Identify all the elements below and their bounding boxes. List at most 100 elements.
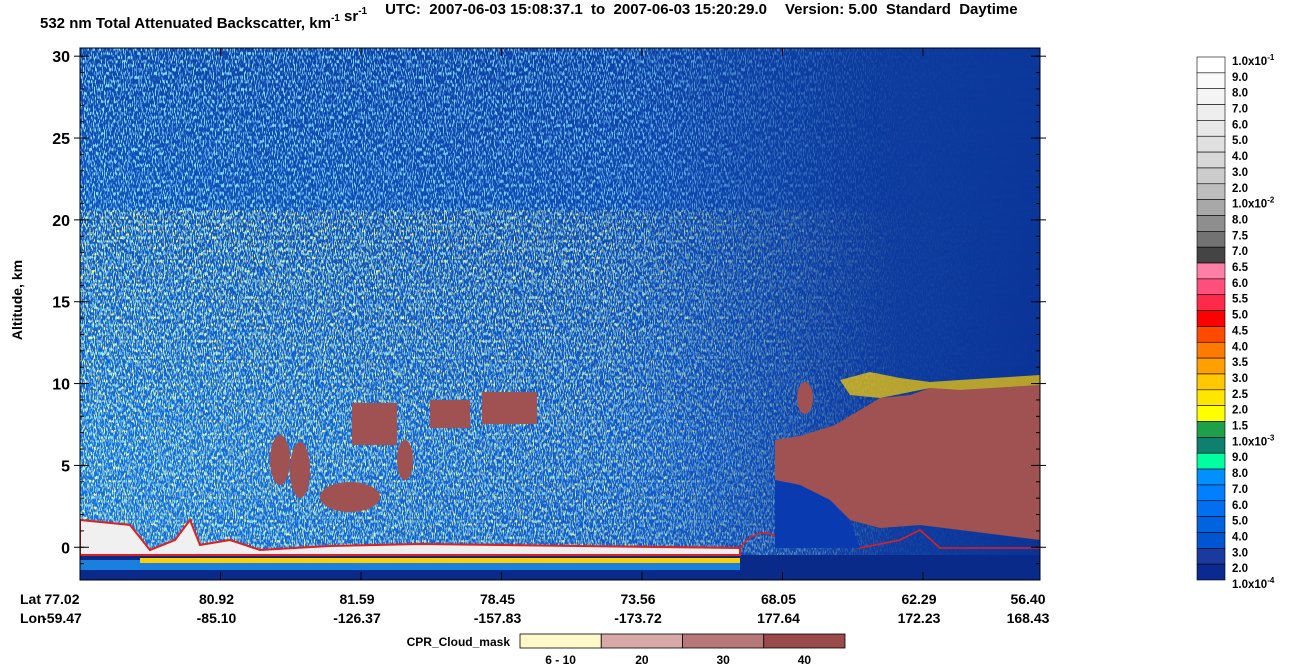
colorbar-label: 3.0: [1232, 547, 1248, 559]
colorbar-swatch: [1196, 88, 1226, 105]
lon-label: -59.47: [42, 610, 82, 626]
colorbar-label-text: 4.5: [1232, 325, 1249, 337]
colorbar-label: 2.0: [1232, 183, 1248, 195]
colorbar-label-text: 5.0: [1232, 135, 1248, 147]
colorbar-label: 6.0: [1232, 119, 1248, 131]
colorbar-label: 2.5: [1232, 389, 1249, 401]
colorbar-label-exp: -4: [1267, 576, 1275, 585]
colorbar-swatch: [1196, 120, 1226, 137]
y-tick-label: 0: [61, 540, 70, 557]
colorbar-label-text: 6.0: [1232, 500, 1248, 512]
colorbar-swatch: [1196, 56, 1226, 74]
colorbar-label: 5.0: [1232, 310, 1248, 322]
colorbar-label-text: 1.5: [1232, 421, 1249, 433]
cpr-legend-swatch: [763, 633, 846, 649]
colorbar-label: 4.0: [1232, 341, 1248, 353]
colorbar-swatch: [1196, 199, 1226, 216]
colorbar-label-text: 8.0: [1232, 214, 1248, 226]
colorbar-label-text: 9.0: [1232, 72, 1248, 84]
x-row-label: Lon: [20, 610, 46, 626]
colorbar-swatch: [1196, 437, 1226, 454]
y-tick-label: 20: [52, 213, 70, 230]
colorbar-label: 5.5: [1232, 294, 1249, 306]
colorbar-swatch: [1196, 532, 1226, 549]
colorbar-swatch: [1196, 262, 1226, 280]
colorbar-label-text: 7.5: [1232, 230, 1249, 242]
colorbar-label-text: 4.0: [1232, 151, 1248, 163]
colorbar-label-text: 4.0: [1232, 341, 1248, 353]
colorbar-label-text: 7.0: [1232, 104, 1248, 116]
lon-label: -157.83: [474, 610, 522, 626]
x-row-label: Lat: [20, 591, 41, 607]
y-tick-label: 15: [52, 295, 70, 312]
y-tick-label: 25: [52, 131, 70, 148]
colorbar-label-text: 2.0: [1232, 563, 1248, 575]
title-superscript: -1: [331, 13, 340, 24]
colorbar-label: 3.0: [1232, 167, 1248, 179]
colorbar-label-text: 2.0: [1232, 183, 1248, 195]
colorbar-label: 4.0: [1232, 531, 1248, 543]
cpr-legend-label: 20: [635, 653, 649, 667]
colorbar-label: 7.0: [1232, 104, 1248, 116]
lat-label: 78.45: [480, 591, 515, 607]
lat-label: 62.29: [901, 591, 936, 607]
colorbar-label-text: 8.0: [1232, 88, 1248, 100]
colorbar-swatch: [1196, 563, 1226, 581]
chart-title: 532 nm Total Attenuated Backscatter, km-…: [40, 1, 1018, 32]
y-tick-label: 10: [52, 377, 70, 394]
cpr-legend-label: 40: [798, 653, 812, 667]
colorbar-swatch: [1196, 231, 1226, 248]
lat-label: 80.92: [199, 591, 234, 607]
lon-label: 172.23: [898, 610, 941, 626]
colorbar-swatch: [1196, 104, 1226, 121]
lon-label: 177.64: [757, 610, 800, 626]
colorbar-label: 1.0x10-1: [1232, 53, 1275, 68]
colorbar-label: 9.0: [1232, 72, 1248, 84]
cpr-legend-swatch: [600, 633, 683, 649]
colorbar-label: 5.0: [1232, 135, 1248, 147]
colorbar-label-text: 6.0: [1232, 119, 1248, 131]
colorbar-label: 1.5: [1232, 421, 1249, 433]
colorbar-label-text: 7.0: [1232, 484, 1248, 496]
colorbar-label-exp: -2: [1267, 196, 1275, 205]
colorbar-label-text: 3.0: [1232, 373, 1248, 385]
backscatter-field: [80, 48, 1040, 580]
colorbar-label-exp: -1: [1267, 53, 1275, 62]
colorbar-swatch: [1196, 183, 1226, 200]
colorbar-label: 6.5: [1232, 262, 1249, 274]
colorbar-swatch: [1196, 500, 1226, 517]
colorbar-label: 2.0: [1232, 405, 1248, 417]
colorbar-label: 9.0: [1232, 452, 1248, 464]
colorbar-label-text: 2.0: [1232, 405, 1248, 417]
colorbar-label-text: 7.0: [1232, 246, 1248, 258]
title-text: sr: [340, 8, 359, 25]
colorbar-label-text: 3.0: [1232, 547, 1248, 559]
colorbar-swatch: [1196, 246, 1226, 264]
colorbar-label-text: 5.0: [1232, 310, 1248, 322]
lat-label: 73.56: [620, 591, 655, 607]
colorbar-label: 7.0: [1232, 484, 1248, 496]
colorbar-swatch: [1196, 357, 1226, 375]
colorbar-swatch: [1196, 310, 1226, 327]
colorbar-swatch: [1196, 326, 1226, 343]
colorbar-label-text: 1.0x10: [1232, 579, 1267, 591]
colorbar-label: 3.0: [1232, 373, 1248, 385]
colorbar-label-text: 9.0: [1232, 452, 1248, 464]
lon-label: 168.43: [1007, 610, 1050, 626]
colorbar-swatch: [1196, 373, 1226, 391]
lon-label: -173.72: [614, 610, 662, 626]
colorbar-label-text: 1.0x10: [1232, 56, 1267, 68]
colorbar-label-text: 6.5: [1232, 262, 1249, 274]
colorbar-swatch: [1196, 516, 1226, 533]
colorbar-label: 6.0: [1232, 500, 1248, 512]
colorbar-swatch: [1196, 341, 1226, 359]
colorbar-label: 4.5: [1232, 325, 1249, 337]
colorbar-label: 5.0: [1232, 516, 1248, 528]
colorbar-swatch: [1196, 215, 1226, 232]
colorbar-label-text: 2.5: [1232, 389, 1249, 401]
colorbar-swatch: [1196, 72, 1226, 89]
colorbar-label-exp: -3: [1267, 433, 1275, 442]
lon-label: -126.37: [333, 610, 381, 626]
colorbar-swatch: [1196, 421, 1226, 438]
